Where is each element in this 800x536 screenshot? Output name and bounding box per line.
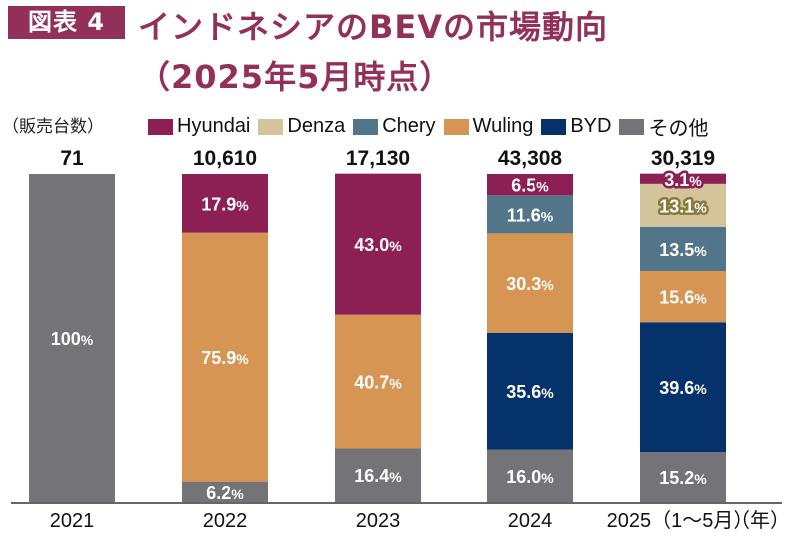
segment-label: 75.9%: [201, 348, 249, 368]
legend-item: Denza: [258, 115, 345, 138]
bar-total-label: 43,308: [498, 147, 563, 170]
bar-segment: [487, 332, 573, 450]
bar-segment: [487, 233, 573, 333]
legend-label: BYD: [570, 115, 612, 137]
legend-item: Hyundai: [148, 115, 250, 138]
legend-swatch: [258, 118, 284, 135]
x-tick-label: 2022: [203, 510, 248, 532]
y-axis-unit-label: （販売台数）: [2, 117, 104, 137]
legend-item: Wuling: [443, 115, 534, 138]
x-tick-label: 2025（1〜5月）: [607, 509, 754, 532]
bar-segment: [640, 183, 726, 227]
bar-total-label: 17,130: [346, 147, 410, 170]
legend-swatch: [443, 118, 469, 135]
legend-item: Chery: [353, 115, 436, 138]
segment-label: 30.3%: [506, 274, 554, 294]
segment-label: 35.6%: [506, 382, 554, 402]
segment-label: 15.2%: [659, 468, 707, 488]
segment-label: 6.5%: [511, 176, 549, 196]
legend-item: その他: [619, 112, 708, 141]
legend-item: BYD: [541, 115, 611, 138]
bar-segment: [335, 314, 421, 449]
bar-total-label: 71: [60, 147, 84, 170]
legend-swatch: [541, 118, 567, 135]
legend-swatch: [353, 118, 379, 135]
x-axis-unit-label: （年）: [730, 509, 790, 532]
bar-segment: [487, 449, 573, 502]
segment-label: 11.6%: [507, 205, 554, 225]
bar-segment: [640, 226, 726, 272]
legend-swatch: [148, 118, 173, 135]
segment-label: 40.7%: [354, 372, 402, 392]
bar-total-label: 10,610: [193, 147, 257, 170]
chart-title: インドネシアのBEVの市場動向: [138, 8, 609, 46]
segment-label: 17.9%: [201, 194, 249, 214]
segment-label: 13.1%: [659, 196, 707, 216]
bar-segment: [487, 174, 573, 196]
legend-label: Hyundai: [177, 115, 251, 137]
bar-segment: [487, 195, 573, 234]
figure-number-badge: 図表 4: [8, 6, 125, 39]
segment-label: 6.2%: [206, 483, 244, 503]
bar-segment: [182, 174, 268, 233]
legend-label: Denza: [287, 115, 346, 137]
legend-label: Chery: [382, 115, 436, 137]
bar-segment: [182, 481, 268, 502]
segment-label: 16.4%: [354, 466, 402, 486]
bar-segment: [640, 271, 726, 323]
x-tick-label: 2021: [50, 510, 95, 532]
bar-segment: [640, 452, 726, 502]
x-tick-label: 2023: [356, 510, 401, 532]
segment-label: 16.0%: [506, 467, 554, 487]
bar-segment: [29, 174, 115, 502]
bar-segment: [182, 232, 268, 482]
segment-label: 3.1%: [664, 170, 702, 190]
bar-segment: [640, 173, 726, 184]
legend-swatch: [619, 118, 645, 135]
segment-label: 100%: [51, 329, 94, 349]
bar-segment: [640, 322, 726, 453]
bar-segment: [335, 448, 421, 502]
segment-label: 13.5%: [659, 240, 707, 260]
chart-subtitle: （2025年5月時点）: [138, 58, 453, 96]
legend-label: Wuling: [472, 115, 534, 137]
bar-total-label: 30,319: [651, 147, 715, 170]
bar-segment: [335, 173, 421, 315]
segment-label: 43.0%: [354, 235, 402, 255]
segment-label: 39.6%: [659, 378, 707, 398]
x-tick-label: 2024: [508, 510, 553, 532]
legend: Hyundai Denza Chery Wuling BYD その他: [148, 112, 716, 141]
segment-label: 15.6%: [659, 288, 707, 308]
legend-label: その他: [648, 118, 709, 140]
